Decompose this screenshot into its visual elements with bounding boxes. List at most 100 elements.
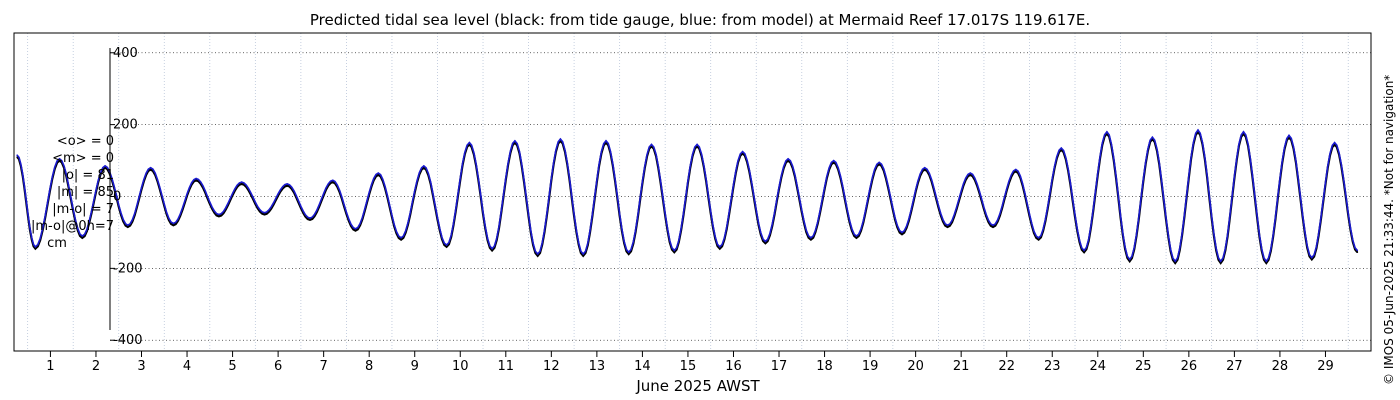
series-lines (16, 128, 1359, 265)
data-point (172, 222, 175, 225)
data-point (627, 251, 630, 253)
data-point (719, 246, 721, 248)
stat-abs-observed: |o| = 81 (61, 168, 114, 183)
data-point (34, 247, 37, 250)
data-point (832, 159, 835, 162)
data-point (992, 226, 994, 228)
data-point (605, 140, 607, 142)
data-point (559, 138, 562, 140)
x-axis-label: June 2025 AWST (635, 377, 760, 395)
data-point (445, 244, 448, 246)
series-line-gauge (16, 129, 1359, 265)
data-point (810, 238, 812, 241)
x-tick-label: 10 (452, 359, 469, 374)
stat-abs-model: |m| = 85 (56, 185, 114, 200)
data-point (673, 251, 676, 253)
x-tick-label: 29 (1317, 359, 1334, 374)
data-point (81, 237, 84, 239)
data-point (1083, 249, 1085, 252)
data-point (240, 183, 243, 185)
data-point (1060, 147, 1063, 149)
x-tick-label: 19 (862, 359, 879, 374)
x-tick-label: 22 (998, 359, 1015, 374)
x-tick-label: 17 (771, 359, 788, 374)
data-point (923, 168, 926, 171)
data-point (855, 237, 858, 239)
y-tick-label: 400 (113, 46, 138, 61)
x-tick-label: 2 (92, 359, 100, 374)
data-point (491, 247, 493, 250)
y-tick-label: 200 (113, 118, 138, 133)
data-point (536, 255, 539, 257)
data-point (969, 174, 972, 176)
data-point (1219, 262, 1222, 264)
data-point (1174, 260, 1176, 263)
data-point (719, 247, 721, 250)
data-point (901, 233, 903, 235)
data-point (218, 215, 220, 218)
data-point (1015, 170, 1017, 173)
data-point (1128, 260, 1131, 263)
data-point (1083, 251, 1085, 253)
data-point (81, 235, 84, 237)
data-point (764, 240, 767, 243)
data-point (1265, 262, 1268, 264)
data-point (1197, 129, 1199, 131)
data-point (923, 166, 926, 169)
data-point (332, 179, 334, 182)
data-point (149, 166, 152, 169)
x-tick-label: 28 (1272, 359, 1289, 374)
data-point (1174, 262, 1176, 264)
stat-mean-observed: <o> = 0 (56, 134, 114, 149)
data-point (286, 183, 289, 185)
plot-frame (13, 32, 1372, 352)
x-tick-label: 26 (1181, 359, 1198, 374)
data-point (332, 181, 334, 183)
data-point (104, 165, 106, 167)
data-point (127, 226, 129, 228)
chart-title: Predicted tidal sea level (black: from t… (310, 11, 1090, 29)
data-point (491, 249, 493, 252)
data-point (787, 158, 789, 160)
data-point (1037, 237, 1040, 239)
data-point (878, 161, 880, 164)
data-point (445, 246, 448, 248)
data-point (1265, 260, 1268, 263)
x-tick-label: 7 (320, 359, 328, 374)
data-point (901, 231, 903, 234)
x-tick-label: 9 (411, 359, 419, 374)
data-point (969, 172, 972, 174)
data-point (1037, 238, 1040, 241)
x-tick-label: 13 (589, 359, 606, 374)
data-point (696, 143, 698, 146)
data-point (195, 179, 197, 182)
data-point (1311, 256, 1313, 259)
data-point (650, 143, 653, 146)
stat-abs-diff: |m-o| = 7 (52, 202, 114, 217)
data-point (104, 166, 106, 169)
data-point (1219, 260, 1222, 263)
data-point (878, 163, 880, 165)
x-tick-label: 16 (725, 359, 742, 374)
stat-unit: cm (47, 236, 67, 251)
data-point (1333, 141, 1336, 144)
data-point (354, 229, 357, 232)
x-tick-label: 14 (634, 359, 651, 374)
data-point (1128, 258, 1131, 261)
data-point (1288, 134, 1290, 137)
data-point (810, 237, 812, 239)
y-axis: 400 200 0 -200 -400 (109, 46, 143, 348)
data-point (946, 226, 949, 228)
data-point (582, 253, 584, 255)
data-point (1356, 251, 1359, 253)
data-point (673, 249, 676, 252)
data-point (946, 224, 949, 226)
x-tick-label: 11 (498, 359, 515, 374)
stats-panel: <o> = 0 <m> = 0 |o| = 81 |m| = 85 |m-o| … (22, 133, 114, 252)
data-point (309, 219, 311, 221)
x-tick-label: 24 (1090, 359, 1107, 374)
data-point (172, 224, 175, 226)
data-point (582, 255, 584, 257)
x-tick-label: 8 (365, 359, 373, 374)
